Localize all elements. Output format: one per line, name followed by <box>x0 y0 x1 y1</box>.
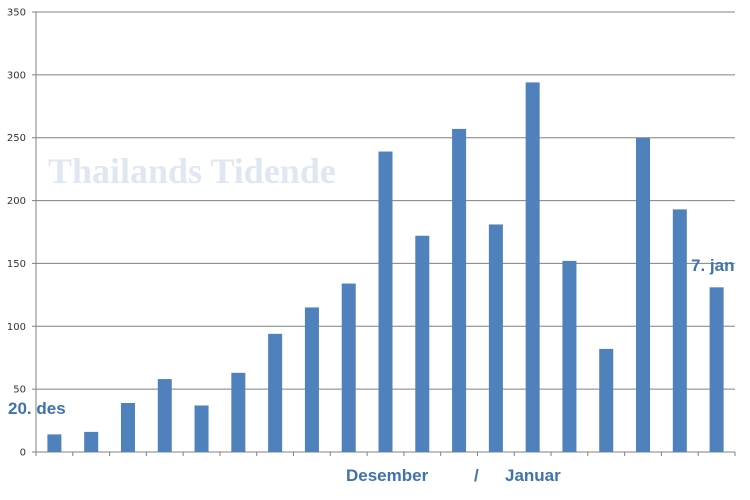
bar <box>709 287 724 452</box>
watermark-text: Thailands Tidende <box>48 151 336 191</box>
start-date-label: 20. des <box>8 399 66 418</box>
bar <box>599 348 614 452</box>
y-tick-label: 300 <box>7 70 26 81</box>
y-tick-label: 250 <box>7 133 26 144</box>
y-tick-label: 50 <box>13 385 26 396</box>
month-label-desember: Desember <box>346 466 429 485</box>
bar <box>120 402 135 452</box>
bar <box>488 224 503 452</box>
bar <box>304 307 319 452</box>
bar <box>452 128 467 452</box>
bar <box>194 405 209 452</box>
y-tick-label: 0 <box>20 448 26 459</box>
bar <box>268 333 283 452</box>
x-tick-marks <box>35 452 736 456</box>
y-tick-labels: 0 50 100 150 200 250 300 350 <box>7 8 36 459</box>
month-label-januar: Januar <box>505 466 561 485</box>
bar <box>231 372 246 452</box>
bar <box>378 151 393 453</box>
month-separator: / <box>474 466 479 485</box>
bar <box>636 137 651 452</box>
bar <box>562 260 577 452</box>
bar <box>157 379 172 452</box>
bar <box>47 434 62 452</box>
y-tick-label: 100 <box>7 322 26 333</box>
bar <box>525 82 540 453</box>
y-tick-label: 350 <box>7 8 26 19</box>
bar <box>415 235 430 452</box>
y-tick-label: 200 <box>7 196 26 207</box>
end-date-label: 7. jan <box>691 256 734 275</box>
bar <box>341 283 356 452</box>
bar <box>84 431 99 452</box>
y-tick-label: 150 <box>7 259 26 270</box>
bar <box>672 209 687 452</box>
bars <box>47 82 724 453</box>
